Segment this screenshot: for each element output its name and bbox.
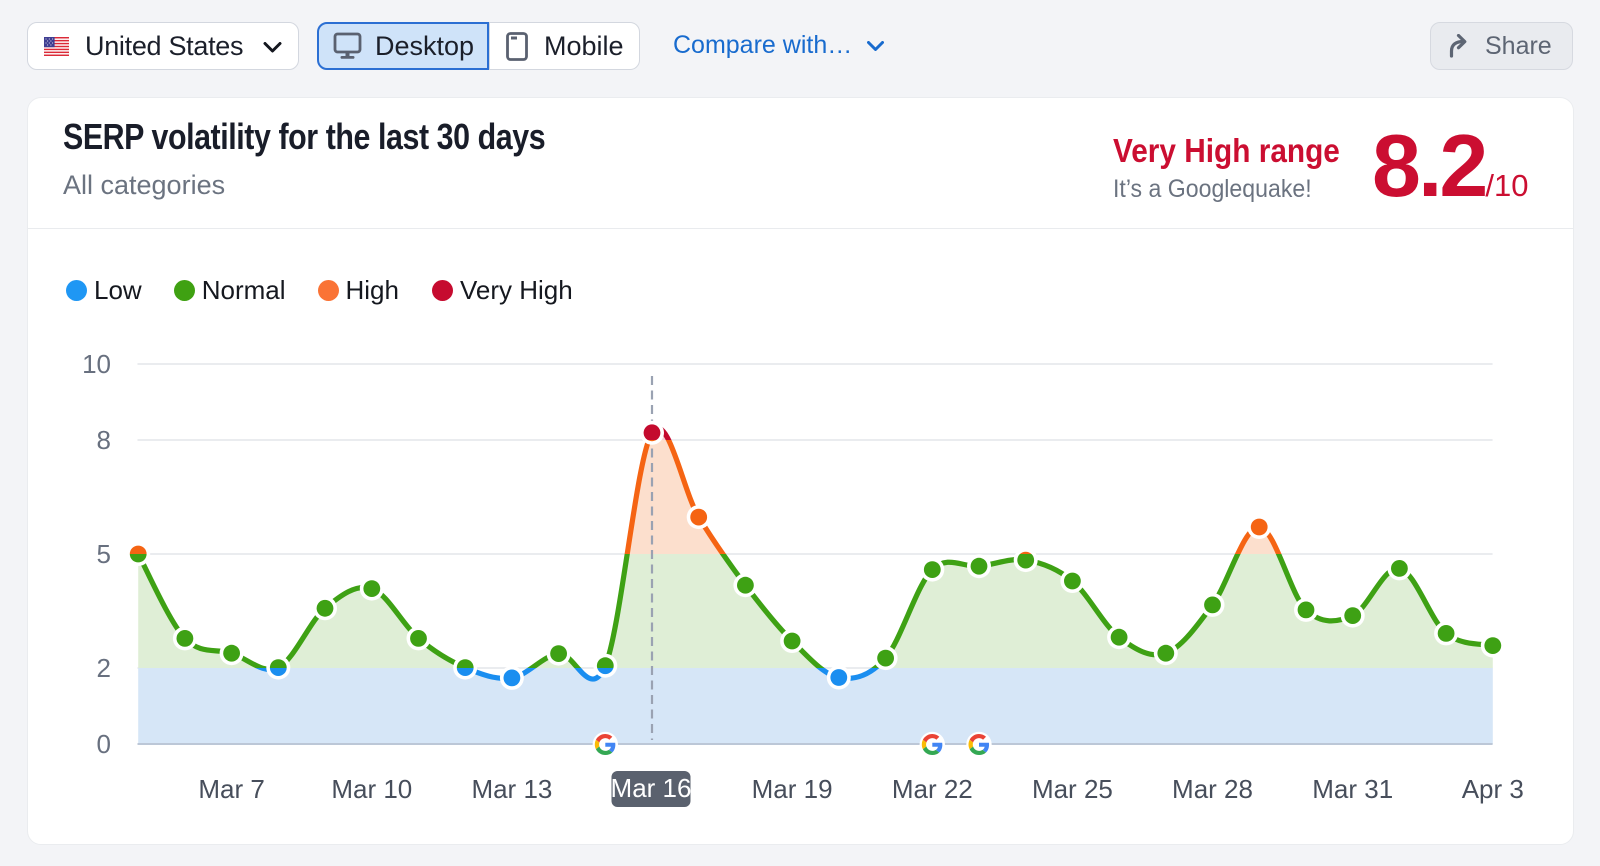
svg-text:8: 8 bbox=[97, 425, 111, 455]
svg-text:Mar 16: Mar 16 bbox=[611, 773, 692, 803]
svg-text:Apr 3: Apr 3 bbox=[1462, 774, 1524, 804]
svg-text:2: 2 bbox=[97, 653, 111, 683]
svg-text:Mar 19: Mar 19 bbox=[752, 774, 833, 804]
svg-text:5: 5 bbox=[97, 539, 111, 569]
svg-text:0: 0 bbox=[97, 729, 111, 759]
svg-text:Mar 31: Mar 31 bbox=[1312, 774, 1393, 804]
svg-text:Mar 25: Mar 25 bbox=[1032, 774, 1113, 804]
svg-text:Mar 22: Mar 22 bbox=[892, 774, 973, 804]
svg-text:10: 10 bbox=[82, 349, 111, 379]
svg-text:Mar 13: Mar 13 bbox=[471, 774, 552, 804]
svg-text:Mar 10: Mar 10 bbox=[331, 774, 412, 804]
svg-text:Mar 28: Mar 28 bbox=[1172, 774, 1253, 804]
svg-text:Mar 7: Mar 7 bbox=[198, 774, 264, 804]
